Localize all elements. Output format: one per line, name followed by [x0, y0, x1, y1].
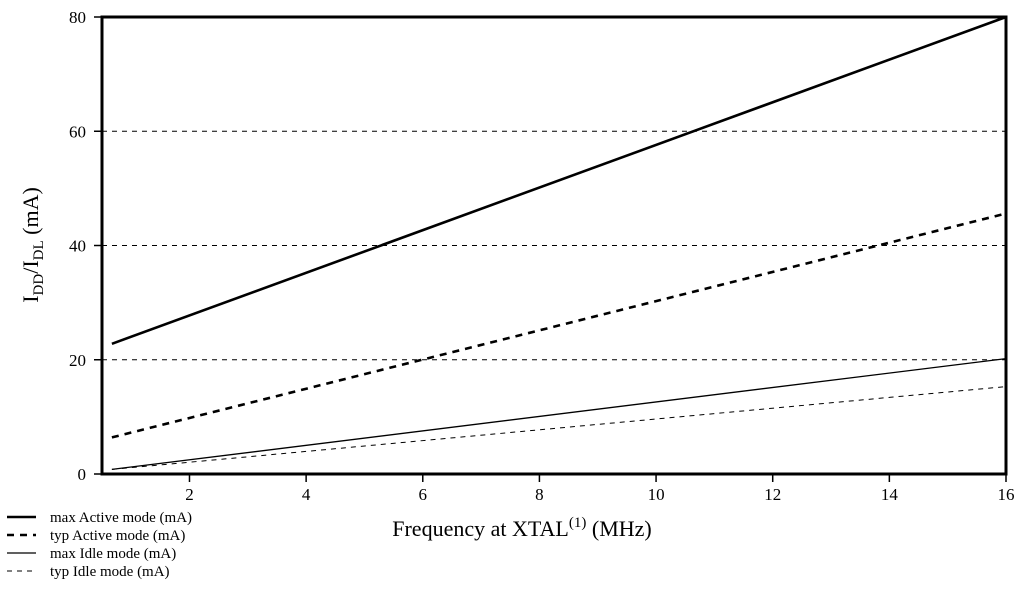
y-tick-label: 0 — [78, 465, 87, 484]
x-tick-label: 10 — [648, 485, 665, 504]
legend-label-1: typ Active mode (mA) — [50, 528, 185, 544]
series-line-3 — [111, 386, 1007, 470]
y-tick-label: 40 — [69, 237, 86, 256]
y-tick-label: 80 — [69, 8, 86, 27]
y-tick-label: 20 — [69, 351, 86, 370]
legend-label-0: max Active mode (mA) — [50, 510, 192, 526]
axis-ticks — [94, 16, 1007, 482]
series-line-1 — [111, 212, 1007, 439]
x-axis-title: Frequency at XTAL(1) (MHz) — [392, 515, 652, 541]
legend-label-3: typ Idle mode (mA) — [50, 564, 170, 580]
x-tick-label: 14 — [881, 485, 899, 504]
y-axis-title: IDD/IDL (mA) — [18, 187, 47, 303]
series-line-2 — [111, 357, 1007, 471]
x-tick-label: 4 — [302, 485, 311, 504]
series-line-0 — [111, 15, 1007, 346]
x-tick-label: 16 — [998, 485, 1015, 504]
y-tick-label: 60 — [69, 122, 86, 141]
x-tick-label: 8 — [535, 485, 544, 504]
y-tick-labels: 0 20 40 60 80 — [69, 8, 86, 484]
legend-label-2: max Idle mode (mA) — [50, 546, 176, 562]
x-tick-labels: 2 4 6 8 10 12 14 16 — [185, 485, 1014, 504]
x-tick-label: 12 — [764, 485, 781, 504]
series-lines — [111, 15, 1007, 471]
gridlines — [102, 130, 1006, 361]
x-tick-label: 2 — [185, 485, 194, 504]
x-tick-label: 6 — [419, 485, 428, 504]
legend: max Active mode (mA) typ Active mode (mA)… — [7, 510, 192, 580]
